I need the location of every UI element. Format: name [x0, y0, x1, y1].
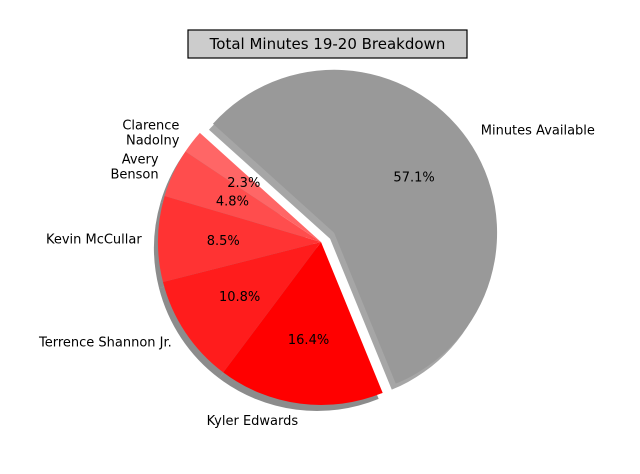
slice-label-clarence-nadolny: Clarence Nadolny	[122, 118, 179, 148]
slice-label-minutes-available: Minutes Available	[481, 124, 595, 139]
chart-title-group: Total Minutes 19-20 Breakdown	[187, 29, 468, 59]
slice-minutes-available	[212, 69, 498, 384]
chart-title-box	[187, 29, 468, 59]
slice-label-kyler-edwards: Kyler Edwards	[207, 414, 299, 429]
slice-avery-benson	[164, 151, 321, 242]
slice-kevin-mccullar	[157, 195, 321, 283]
slice-terrence-shannon-jr	[162, 242, 321, 373]
pie-slice-labels: Minutes Available Kyler Edwards Terrence S…	[38, 118, 595, 428]
slice-clarence-nadolny	[185, 132, 321, 242]
percent-label-avery-benson: 4.8%	[216, 195, 249, 210]
pie-slices	[157, 69, 498, 405]
percent-label-minutes-available: 57.1%	[393, 171, 434, 186]
pie-percent-labels: 57.1% 16.4% 10.8% 8.5% 4.8% 2.3%	[207, 171, 435, 348]
slice-label-kevin-mccullar: Kevin McCullar	[46, 233, 142, 248]
chart-title: Total Minutes 19-20 Breakdown	[209, 35, 446, 53]
slice-kyler-edwards	[223, 242, 383, 405]
percent-label-kevin-mccullar: 8.5%	[207, 234, 240, 249]
percent-label-clarence-nadolny: 2.3%	[227, 176, 260, 191]
percent-label-terrence-shannon-jr: 10.8%	[219, 290, 260, 305]
slice-label-avery-benson: Avery Benson	[110, 153, 158, 183]
percent-label-kyler-edwards: 16.4%	[288, 333, 329, 348]
slice-label-terrence-shannon-jr: Terrence Shannon Jr.	[38, 335, 172, 350]
